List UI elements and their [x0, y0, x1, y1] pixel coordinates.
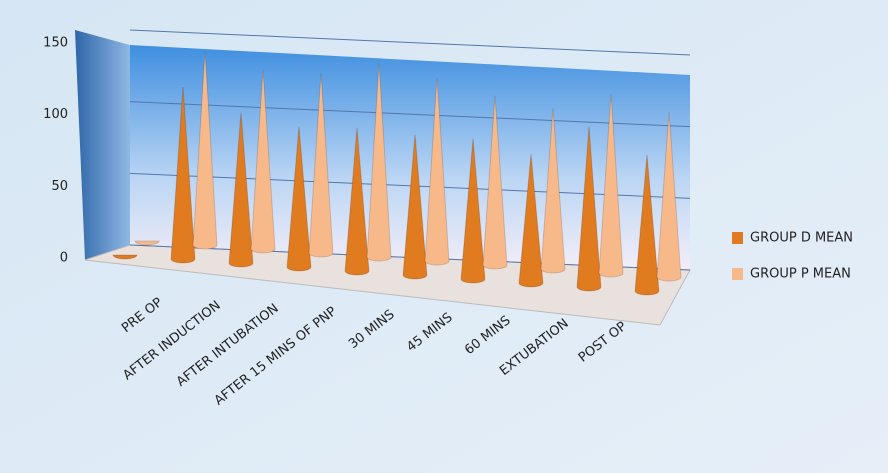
- cone: [112, 254, 138, 260]
- cone: [460, 138, 486, 284]
- cone: [344, 127, 370, 276]
- side-wall: [75, 30, 130, 260]
- cone: [598, 93, 624, 278]
- cone: [634, 154, 660, 296]
- y-tick-label: 50: [51, 179, 68, 194]
- cone: [308, 73, 334, 258]
- cone: [540, 108, 566, 274]
- cone: [192, 51, 218, 250]
- cone: [656, 112, 682, 282]
- legend-swatch: [732, 232, 743, 244]
- y-tick-label: 100: [43, 107, 68, 122]
- cone: [482, 95, 508, 270]
- legend-label: GROUP P MEAN: [750, 267, 851, 282]
- y-tick-label: 0: [60, 251, 68, 266]
- legend: GROUP D MEAN GROUP P MEAN: [732, 231, 853, 282]
- cone: [518, 153, 544, 288]
- legend-swatch: [732, 268, 743, 280]
- cone: [286, 126, 312, 272]
- y-tick-label: 150: [43, 36, 68, 51]
- grid-line: [129, 172, 691, 199]
- legend-label: GROUP D MEAN: [750, 231, 853, 246]
- cone: [366, 63, 392, 262]
- cone: [134, 240, 160, 246]
- grid-line: [129, 101, 691, 128]
- cone: [228, 112, 254, 268]
- cone: [250, 69, 276, 254]
- cone: [402, 134, 428, 280]
- cone: [576, 126, 602, 292]
- cone: [424, 77, 450, 266]
- grid-line: [129, 29, 691, 56]
- cone: [170, 86, 196, 264]
